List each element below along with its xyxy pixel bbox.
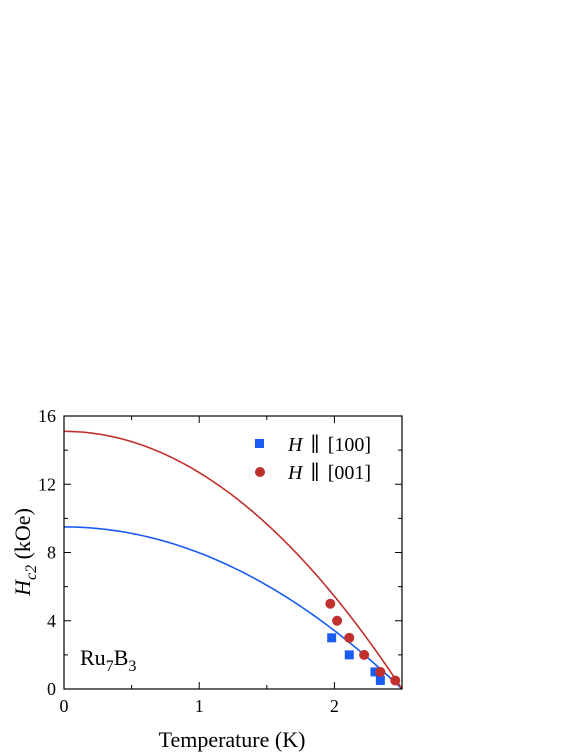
data-point-square bbox=[375, 675, 385, 685]
data-point-circle bbox=[375, 666, 386, 677]
data-point-square bbox=[344, 650, 354, 660]
data-points bbox=[325, 598, 401, 686]
data-point-circle bbox=[390, 675, 401, 686]
y-axis-label: Hc2 (kOe) bbox=[10, 508, 40, 597]
data-point-square bbox=[370, 667, 380, 677]
x-tick-label: 1 bbox=[195, 696, 204, 716]
data-point-circle bbox=[344, 632, 355, 643]
y-tick-label: 4 bbox=[47, 611, 56, 631]
legend-label-001: H ∥ [001] bbox=[287, 462, 371, 484]
y-tick-label: 8 bbox=[47, 543, 56, 563]
legend-label-100: H ∥ [100] bbox=[287, 434, 371, 456]
x-tick-label: 2 bbox=[330, 696, 339, 716]
sample-annotation: Ru7B3 bbox=[80, 645, 136, 675]
legend-marker-square bbox=[255, 439, 264, 448]
y-tick-label: 0 bbox=[47, 679, 56, 699]
data-point-square bbox=[327, 633, 337, 643]
legend: H ∥ [100] H ∥ [001] bbox=[255, 434, 371, 484]
y-tick-label: 12 bbox=[38, 474, 56, 494]
legend-marker-circle bbox=[255, 467, 265, 477]
data-point-circle bbox=[359, 649, 370, 660]
fit-curve-1 bbox=[63, 430, 403, 690]
data-point-circle bbox=[332, 615, 343, 626]
x-tick-label: 0 bbox=[60, 696, 69, 716]
data-point-circle bbox=[325, 598, 336, 609]
y-tick-label: 16 bbox=[38, 406, 56, 426]
x-axis-label: Temperature (K) bbox=[159, 727, 306, 752]
